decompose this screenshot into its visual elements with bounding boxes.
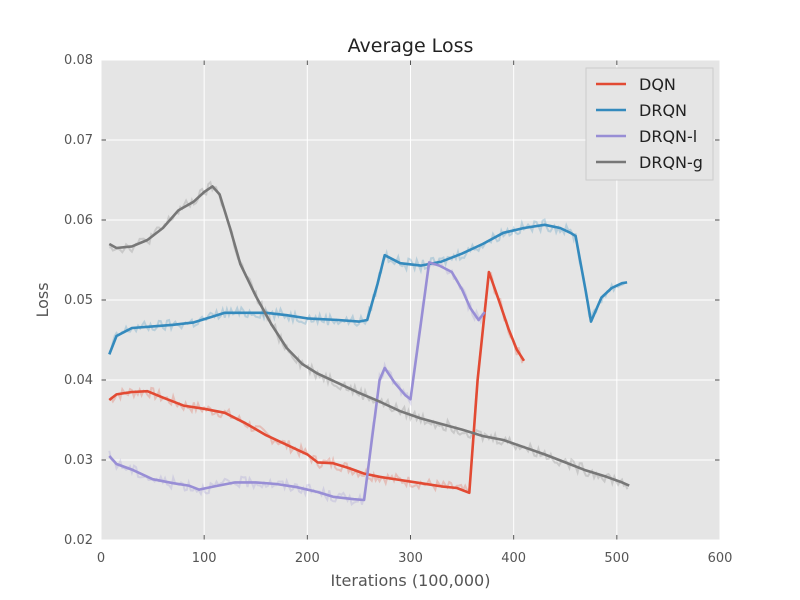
- legend: DQN DRQN DRQN-l DRQN-g: [585, 67, 714, 181]
- axis-ticks: 0 100 200 300 400 500 600 0.02 0.03 0.04 0.05 0.06 0…: [64, 53, 732, 566]
- legend-label: DRQN: [639, 101, 687, 120]
- plot-frame: [100, 59, 721, 541]
- legend-label: DQN: [639, 75, 676, 94]
- chart-title: Average Loss: [348, 35, 474, 57]
- series-line-drqn-g: [108, 185, 630, 487]
- x-tick-label: 200: [295, 551, 320, 566]
- y-tick-label: 0.04: [64, 373, 93, 388]
- y-tick-label: 0.08: [64, 53, 93, 68]
- series-line-drqn: [108, 223, 628, 355]
- legend-label: DRQN-l: [639, 127, 697, 146]
- legend-label: DRQN-g: [639, 153, 703, 172]
- x-axis-label: Iterations (100,000): [331, 571, 491, 590]
- x-tick-label: 100: [192, 551, 217, 566]
- x-tick-label: 0: [97, 551, 105, 566]
- y-tick-label: 0.06: [64, 213, 93, 228]
- y-axis-label: Loss: [33, 282, 52, 317]
- y-tick-label: 0.02: [64, 533, 93, 548]
- series-line-dqn: [108, 270, 526, 495]
- x-tick-label: 300: [398, 551, 423, 566]
- x-tick-label: 500: [604, 551, 629, 566]
- y-tick-label: 0.03: [64, 453, 93, 468]
- x-tick-label: 400: [501, 551, 526, 566]
- series-line-drqn-l: [108, 261, 486, 502]
- x-tick-label: 600: [708, 551, 733, 566]
- series-raw-drqn-g: [109, 180, 629, 490]
- y-tick-label: 0.05: [64, 293, 93, 308]
- y-tick-label: 0.07: [64, 133, 93, 148]
- series-layer: [108, 185, 630, 502]
